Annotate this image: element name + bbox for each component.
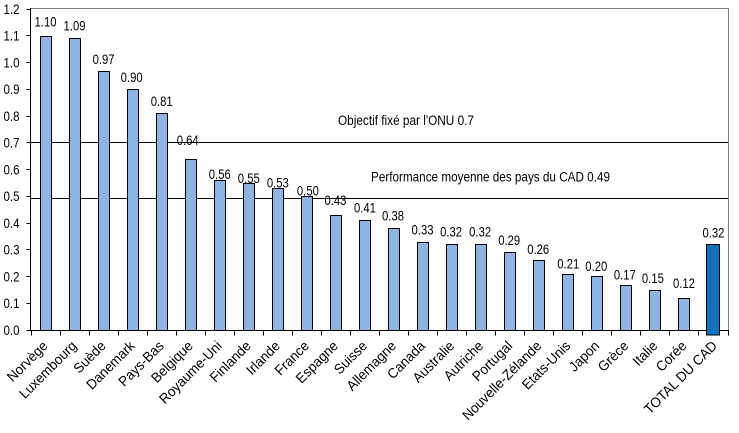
svg-text:0.32: 0.32 bbox=[440, 224, 462, 240]
svg-text:1.1: 1.1 bbox=[4, 28, 20, 44]
svg-text:1.0: 1.0 bbox=[4, 54, 20, 70]
svg-text:0.55: 0.55 bbox=[238, 170, 260, 186]
svg-text:0.81: 0.81 bbox=[151, 93, 173, 109]
svg-text:0.21: 0.21 bbox=[557, 255, 579, 271]
svg-text:0.33: 0.33 bbox=[412, 221, 434, 237]
svg-text:0.9: 0.9 bbox=[4, 81, 20, 97]
svg-text:0.15: 0.15 bbox=[642, 270, 664, 286]
svg-text:1.2: 1.2 bbox=[4, 1, 20, 17]
svg-text:0.3: 0.3 bbox=[4, 242, 20, 258]
svg-text:0.64: 0.64 bbox=[177, 132, 199, 148]
svg-text:0.0: 0.0 bbox=[4, 322, 20, 338]
svg-text:0.20: 0.20 bbox=[585, 258, 607, 274]
svg-text:0.8: 0.8 bbox=[4, 108, 20, 124]
svg-text:1.09: 1.09 bbox=[64, 17, 86, 33]
svg-text:0.32: 0.32 bbox=[469, 224, 491, 240]
svg-text:Performance moyenne des pays d: Performance moyenne des pays du CAD 0.49 bbox=[371, 170, 610, 186]
svg-text:Objectif fixé par l'ONU 0.7: Objectif fixé par l'ONU 0.7 bbox=[338, 113, 474, 129]
svg-text:0.2: 0.2 bbox=[4, 268, 20, 284]
svg-text:0.5: 0.5 bbox=[4, 188, 20, 204]
svg-text:0.97: 0.97 bbox=[93, 51, 115, 67]
svg-text:1.10: 1.10 bbox=[35, 13, 57, 29]
svg-text:0.26: 0.26 bbox=[527, 241, 549, 257]
svg-text:0.6: 0.6 bbox=[4, 161, 20, 177]
svg-text:0.32: 0.32 bbox=[702, 225, 724, 241]
svg-text:0.29: 0.29 bbox=[498, 232, 520, 248]
svg-text:0.17: 0.17 bbox=[614, 266, 636, 282]
svg-text:0.4: 0.4 bbox=[4, 215, 20, 231]
svg-text:0.56: 0.56 bbox=[209, 166, 231, 182]
svg-text:0.50: 0.50 bbox=[297, 182, 319, 198]
svg-text:0.12: 0.12 bbox=[673, 275, 695, 291]
svg-text:0.41: 0.41 bbox=[354, 200, 376, 216]
svg-text:0.38: 0.38 bbox=[382, 208, 404, 224]
svg-text:0.53: 0.53 bbox=[267, 174, 289, 190]
svg-text:0.1: 0.1 bbox=[4, 295, 20, 311]
svg-text:0.7: 0.7 bbox=[4, 135, 20, 151]
svg-text:0.43: 0.43 bbox=[324, 192, 346, 208]
svg-text:0.90: 0.90 bbox=[121, 69, 143, 85]
